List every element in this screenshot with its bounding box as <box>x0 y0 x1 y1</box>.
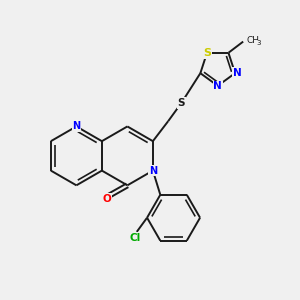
Text: S: S <box>203 48 211 58</box>
Text: N: N <box>213 81 222 92</box>
Text: CH: CH <box>247 36 260 45</box>
Text: 3: 3 <box>256 40 261 46</box>
Text: N: N <box>149 166 157 176</box>
Text: S: S <box>178 98 185 108</box>
Text: N: N <box>233 68 242 78</box>
Text: O: O <box>102 194 111 204</box>
Text: Cl: Cl <box>130 233 141 243</box>
Text: N: N <box>72 122 80 131</box>
